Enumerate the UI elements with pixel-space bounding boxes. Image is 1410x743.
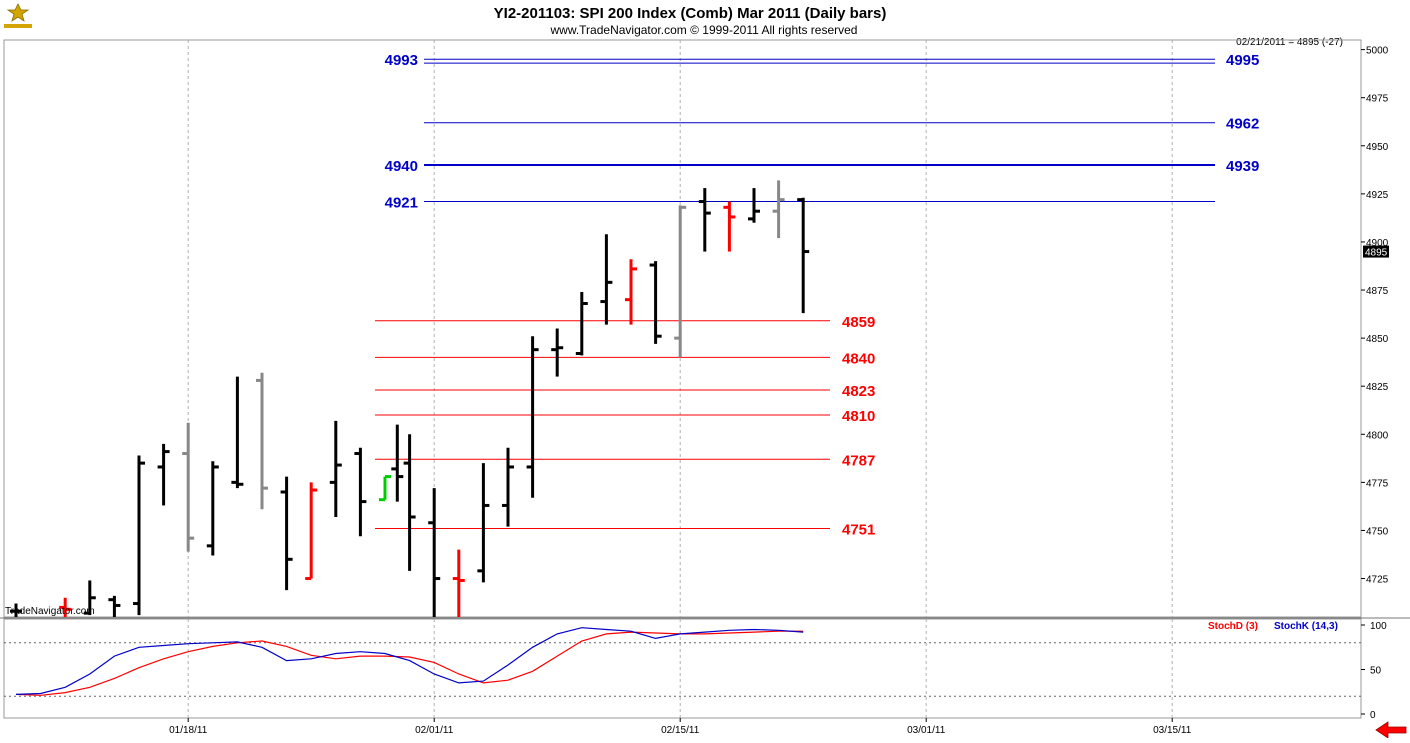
stochastic-panel: 0 50 100 bbox=[3, 618, 1387, 721]
x-tick-label: 03/15/11 bbox=[1153, 725, 1192, 736]
stoch-panel-frame bbox=[3, 618, 1362, 719]
price-tick-label: 4850 bbox=[1366, 334, 1389, 345]
trade-navigator-logo-icon bbox=[4, 3, 32, 28]
chart-title: YI2-201103: SPI 200 Index (Comb) Mar 201… bbox=[494, 5, 887, 22]
legend-stochd: StochD (3) bbox=[1208, 621, 1258, 632]
last-price-label: 4895 bbox=[1365, 248, 1388, 259]
ohlc-bar bbox=[256, 372, 268, 510]
price-tick-label: 4975 bbox=[1366, 94, 1389, 105]
last-price-marker bbox=[1363, 245, 1389, 258]
resistance-label-left: 4993 bbox=[385, 52, 418, 69]
resistance-label-right: 4939 bbox=[1226, 158, 1259, 175]
support-label: 4840 bbox=[842, 350, 875, 367]
ohlc-bar bbox=[526, 336, 539, 498]
ohlc-bar bbox=[379, 475, 391, 502]
price-tick-label: 4775 bbox=[1366, 478, 1389, 489]
stoch-series-line bbox=[15, 627, 804, 695]
x-axis: 01/18/11 02/01/11 02/15/11 03/01/11 03/15/11 bbox=[169, 718, 1192, 736]
ohlc-bar bbox=[329, 420, 342, 517]
scroll-arrow-icon[interactable] bbox=[1372, 721, 1408, 739]
support-label: 4859 bbox=[842, 314, 875, 331]
ohlc-bar bbox=[575, 291, 588, 356]
ohlc-bar bbox=[551, 328, 564, 377]
support-label: 4810 bbox=[842, 408, 875, 425]
ohlc-bar bbox=[723, 201, 736, 252]
legend-stochk: StochK (14,3) bbox=[1274, 621, 1338, 632]
x-tick-label: 02/01/11 bbox=[415, 725, 454, 736]
x-tick-label: 01/18/11 bbox=[169, 725, 208, 736]
price-tick-label: 4950 bbox=[1366, 142, 1389, 153]
ohlc-bar bbox=[108, 595, 121, 617]
ohlc-bar bbox=[698, 188, 711, 252]
price-tick-label: 4925 bbox=[1366, 190, 1389, 201]
ohlc-bar bbox=[403, 434, 416, 571]
ohlc-bar bbox=[133, 455, 145, 616]
watermark: TradeNavigator.com bbox=[5, 606, 95, 617]
ohlc-bar bbox=[502, 447, 514, 527]
stoch-tick-label: 100 bbox=[1370, 621, 1387, 632]
ohlc-bar bbox=[206, 461, 219, 556]
ohlc-bar bbox=[797, 197, 810, 314]
ohlc-bar bbox=[625, 259, 637, 325]
ohlc-bar bbox=[391, 424, 404, 502]
price-tick-label: 4800 bbox=[1366, 430, 1389, 441]
stoch-tick-label: 50 bbox=[1370, 666, 1382, 677]
resistance-label-right: 4962 bbox=[1226, 116, 1259, 133]
price-tick-label: 4900 bbox=[1366, 238, 1389, 249]
ohlc-bar bbox=[354, 447, 367, 537]
ohlc-bar bbox=[83, 580, 96, 616]
resistance-label-left: 4940 bbox=[385, 158, 418, 175]
ohlc-bar bbox=[231, 376, 244, 489]
ohlc-bar bbox=[649, 261, 662, 344]
x-tick-label: 02/15/11 bbox=[661, 725, 700, 736]
resistance-label-right: 4995 bbox=[1226, 52, 1259, 69]
x-tick-label: 03/01/11 bbox=[907, 725, 946, 736]
resistance-label-left: 4921 bbox=[385, 195, 418, 212]
price-tick-label: 4750 bbox=[1366, 526, 1389, 537]
ohlc-bar bbox=[59, 597, 72, 617]
chart-subtitle: www.TradeNavigator.com © 1999-2011 All r… bbox=[550, 23, 858, 37]
price-panel: 4725 4750 4775 4800 4825 4850 4875 4900 4925 4950… bbox=[0, 39, 1410, 619]
ohlc-bar bbox=[10, 603, 22, 617]
last-price-info: 02/21/2011 = 4895 (-27) bbox=[1236, 37, 1343, 48]
ohlc-bar bbox=[674, 205, 687, 358]
support-label: 4823 bbox=[842, 383, 875, 400]
ohlc-bar bbox=[280, 476, 293, 591]
ohlc-bar bbox=[772, 180, 785, 239]
price-panel-frame bbox=[3, 39, 1362, 618]
ohlc-bar bbox=[305, 482, 318, 581]
ohlc-bar bbox=[477, 463, 490, 583]
ohlc-bar bbox=[428, 488, 441, 617]
ohlc-bar bbox=[748, 188, 760, 223]
price-tick-label: 4875 bbox=[1366, 286, 1389, 297]
ohlc-bar bbox=[452, 549, 465, 617]
price-tick-label: 4725 bbox=[1366, 575, 1389, 586]
price-tick-label: 5000 bbox=[1366, 46, 1389, 57]
ohlc-bar bbox=[157, 443, 170, 506]
stoch-series-line bbox=[15, 630, 804, 696]
ohlc-bar bbox=[600, 234, 613, 325]
price-tick-label: 4825 bbox=[1366, 382, 1389, 393]
support-label: 4751 bbox=[842, 522, 875, 539]
stoch-tick-label: 0 bbox=[1370, 710, 1376, 721]
support-label: 4787 bbox=[842, 452, 875, 469]
ohlc-bar bbox=[182, 422, 195, 552]
